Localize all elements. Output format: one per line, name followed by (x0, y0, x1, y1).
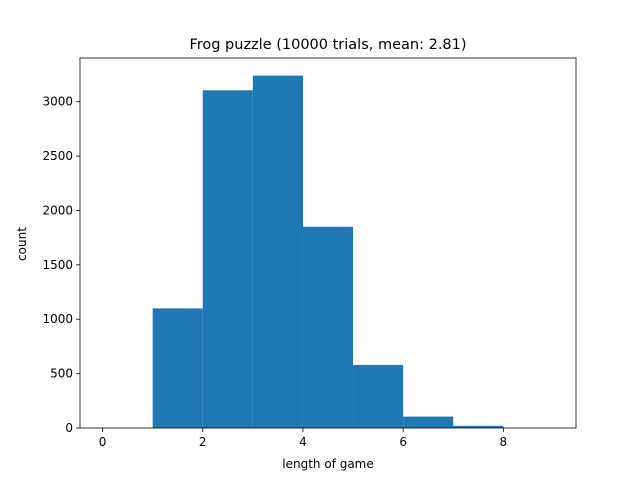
histogram-bar-7 (453, 425, 504, 428)
y-tick-label: 500 (50, 367, 73, 381)
chart-title: Frog puzzle (10000 trials, mean: 2.81) (189, 37, 466, 53)
x-tick-label: 6 (399, 435, 407, 449)
histogram-bar-1 (152, 308, 203, 428)
histogram-bar-4 (302, 226, 354, 428)
y-tick-label: 2500 (42, 149, 73, 163)
y-axis-label: count (15, 227, 29, 261)
histogram-bar-2 (202, 90, 253, 429)
bars-group (152, 75, 504, 429)
plot-frame (79, 57, 577, 429)
histogram-bar-3 (252, 75, 303, 428)
y-tick-label: 1000 (42, 312, 73, 326)
histogram-bar-6 (403, 416, 454, 428)
y-tick-label: 1500 (42, 258, 73, 272)
x-tick-label: 4 (299, 435, 307, 449)
x-tick-label: 0 (99, 435, 107, 449)
x-tick-label: 8 (500, 435, 508, 449)
y-tick-label: 0 (65, 421, 73, 435)
axes-group: 0 2 4 6 8 0 500 1000 1500 2000 2500 3000 (42, 57, 577, 449)
histogram-bar-5 (353, 364, 404, 428)
x-axis-label: length of game (282, 457, 374, 471)
y-tick-label: 3000 (42, 95, 73, 109)
x-tick-label: 2 (199, 435, 207, 449)
y-tick-label: 2000 (42, 203, 73, 217)
